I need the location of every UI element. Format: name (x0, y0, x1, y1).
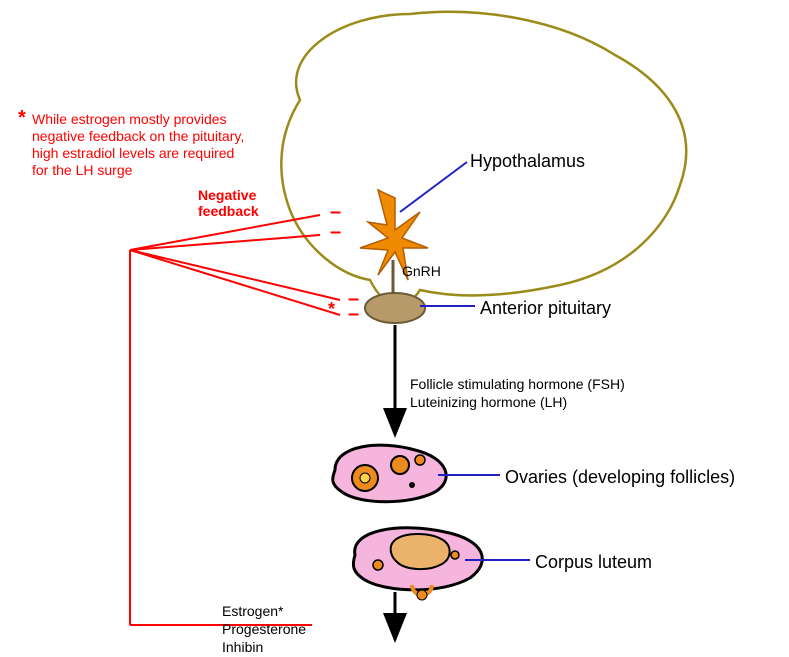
note-line-4: for the LH surge (32, 161, 132, 179)
progesterone-label: Progesterone (222, 620, 306, 638)
feedback-lines (130, 215, 340, 625)
pituitary-asterisk: * (328, 298, 335, 321)
diagram-canvas: – – – – (0, 0, 789, 657)
ovary-top (333, 445, 446, 502)
hypothalamus-pointer (400, 162, 467, 212)
note-line-1: While estrogen mostly provides (32, 110, 227, 128)
estrogen-label: Estrogen* (222, 602, 283, 620)
corpus-luteum-label: Corpus luteum (535, 551, 652, 574)
ovaries-label: Ovaries (developing follicles) (505, 466, 735, 489)
minus-4: – (348, 303, 359, 325)
minus-2: – (330, 221, 341, 243)
fsh-label: Follicle stimulating hormone (FSH) (410, 375, 625, 393)
ovary-bottom (353, 528, 482, 600)
neg-feedback-label-2: feedback (198, 202, 259, 220)
minus-1: – (330, 201, 341, 223)
note-line-3: high estradiol levels are required (32, 144, 234, 162)
lh-label: Luteinizing hormone (LH) (410, 393, 567, 411)
hypothalamus-label: Hypothalamus (470, 150, 585, 173)
note-line-2: negative feedback on the pituitary, (32, 127, 244, 145)
pituitary-label: Anterior pituitary (480, 297, 611, 320)
inhibin-label: Inhibin (222, 638, 263, 656)
asterisk-note-star: * (18, 105, 26, 131)
pituitary-shape (365, 293, 425, 323)
gnrh-label: GnRH (402, 262, 441, 280)
